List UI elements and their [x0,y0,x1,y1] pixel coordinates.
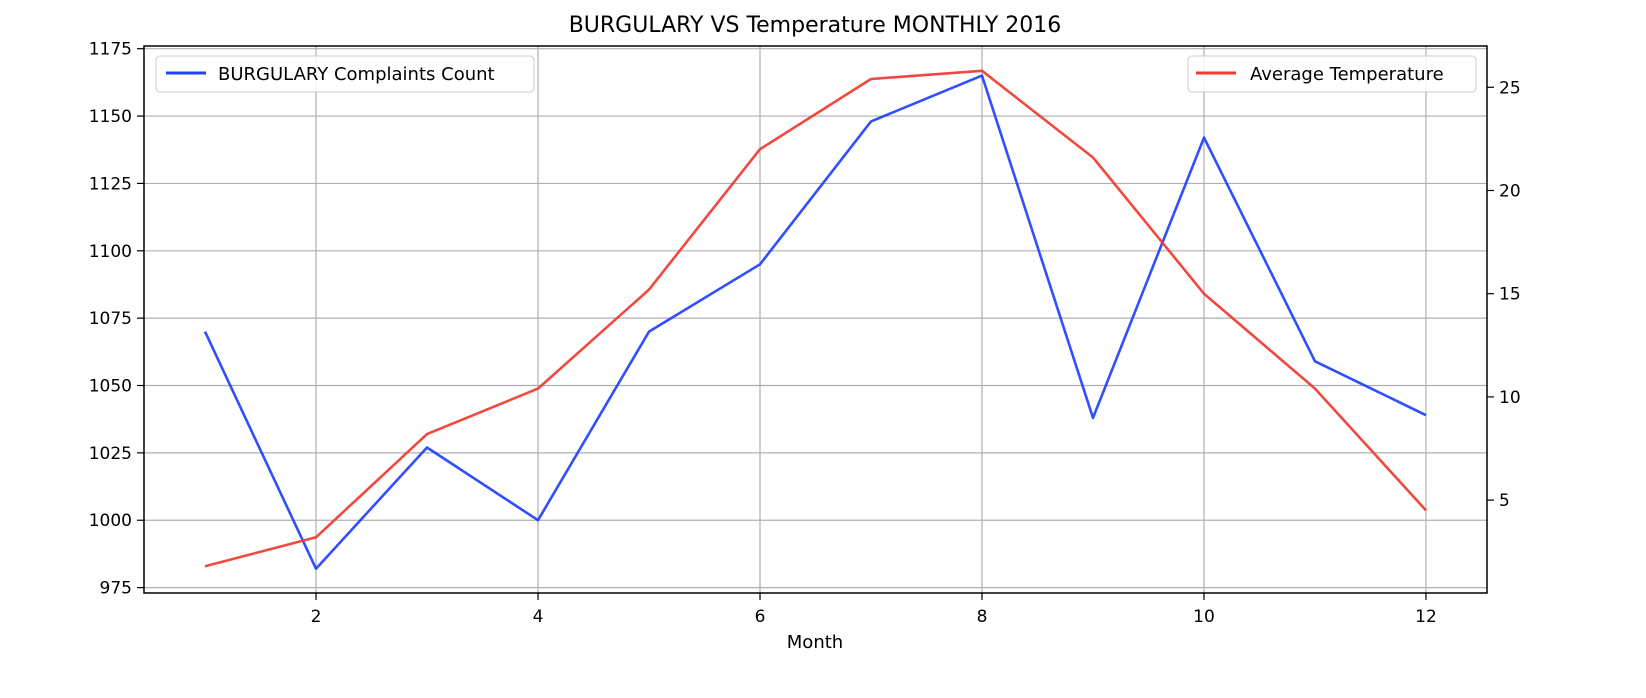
y-axis-right-ticks: 5 10 15 20 25 [1487,78,1521,511]
x-tick-label: 12 [1415,607,1437,627]
series-lines [203,69,1427,571]
y-tick-label: 1050 [89,377,132,397]
legend-right: Average Temperature [1187,55,1477,93]
y-axis-left-ticks: 975 1000 1025 1050 1075 1100 1125 1150 1175 [89,40,144,599]
legend-right-box [1187,55,1477,93]
legend-left-box [155,55,535,93]
y2-tick-label: 15 [1499,285,1521,305]
x-tick-label: 6 [755,607,766,627]
y-tick-label: 1175 [89,40,132,60]
series-line-burgulary-complaints [203,74,1427,571]
y-tick-label: 1075 [89,309,132,329]
plot-frame [143,45,1488,594]
x-tick-label: 4 [533,607,544,627]
legend-left: BURGULARY Complaints Count [155,55,535,93]
legend-right-label: Average Temperature [1250,64,1444,85]
x-axis-label: Month [787,632,843,653]
chart-title: BURGULARY VS Temperature MONTHLY 2016 [569,13,1062,38]
grid-lines [144,46,1487,593]
y2-tick-label: 5 [1499,491,1510,511]
y-tick-label: 1100 [89,242,132,262]
y-tick-label: 1025 [89,444,132,464]
x-axis-ticks: 2 4 6 8 10 12 [311,593,1437,627]
y-tick-label: 1125 [89,174,132,194]
y-tick-label: 975 [100,579,132,599]
y2-tick-label: 20 [1499,181,1521,201]
y2-tick-label: 25 [1499,78,1521,98]
x-tick-label: 8 [977,607,988,627]
y-tick-label: 1000 [89,511,132,531]
x-tick-label: 2 [311,607,322,627]
x-tick-label: 10 [1193,607,1215,627]
series-line-average-temperature [204,69,1427,568]
legend-left-label: BURGULARY Complaints Count [218,64,495,85]
y-tick-label: 1150 [89,107,132,127]
y2-tick-label: 10 [1499,388,1521,408]
